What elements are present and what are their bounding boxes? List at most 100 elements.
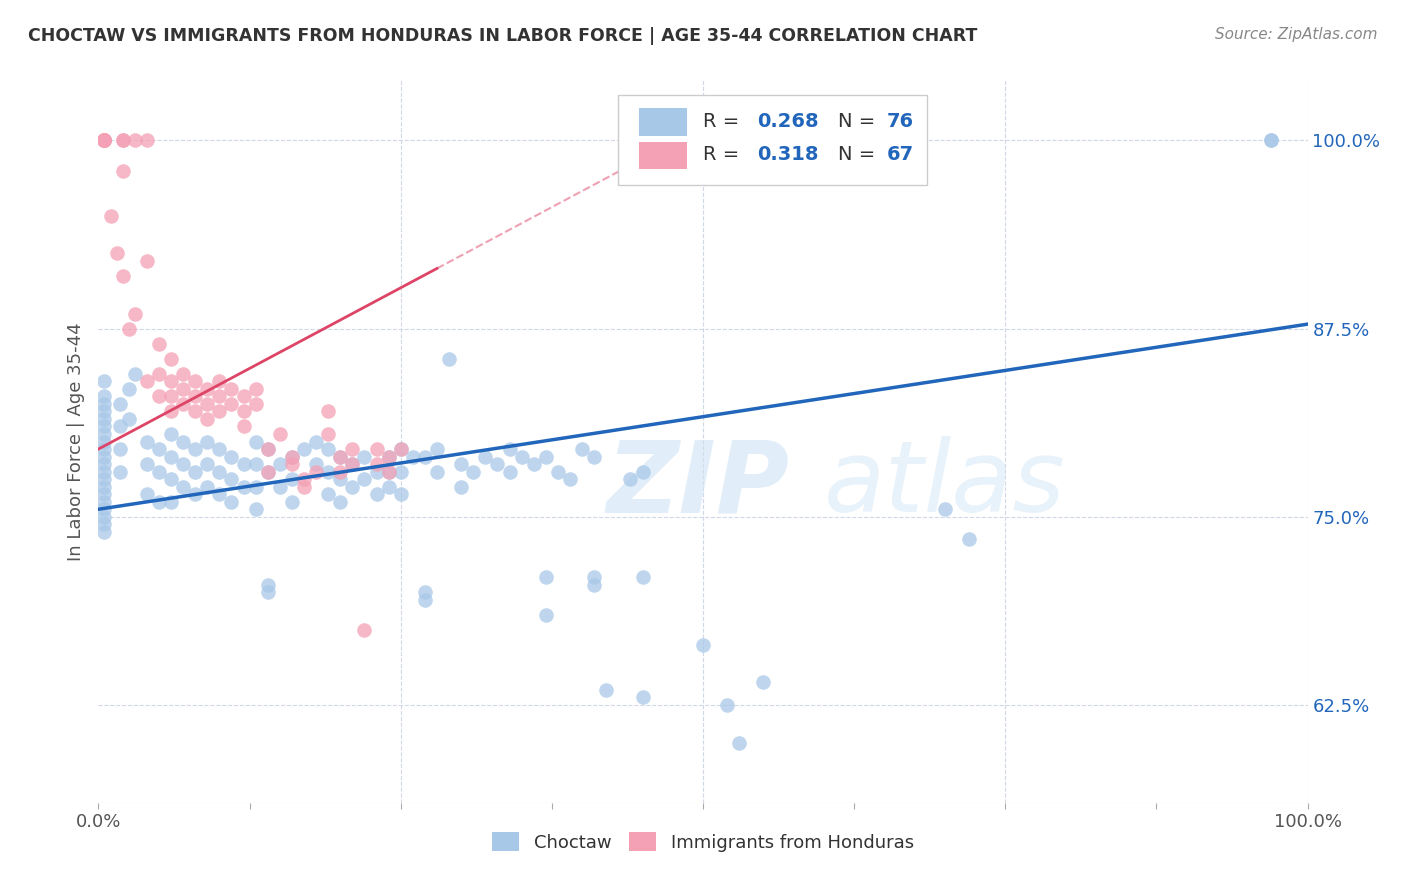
Point [148,442,170,456]
Point [402,450,425,464]
Point [281,457,304,471]
Point [93,465,115,479]
Point [256,577,278,591]
Point [93,517,115,532]
Point [1260,133,1282,147]
Point [510,450,533,464]
Point [245,502,267,516]
Point [195,434,218,449]
Point [160,494,183,508]
Point [100,209,122,223]
Point [108,419,131,434]
Point [195,412,218,426]
Point [413,450,436,464]
Point [93,133,115,147]
Point [692,638,714,652]
Point [377,480,399,494]
Point [377,450,399,464]
Point [316,427,339,442]
Point [93,133,115,147]
Point [342,442,364,456]
Point [450,480,472,494]
Point [619,472,641,486]
Point [148,367,170,381]
Point [329,450,352,464]
Point [245,457,267,471]
Point [108,465,131,479]
Point [256,465,278,479]
Point [93,524,115,539]
Text: 67: 67 [887,145,914,164]
Point [389,487,412,501]
Point [316,487,339,501]
Point [208,442,231,456]
Text: 0.318: 0.318 [758,145,818,164]
Point [118,321,141,335]
Point [583,577,606,591]
Point [221,382,243,396]
Point [160,389,183,403]
Point [389,442,412,456]
Point [208,465,231,479]
Point [716,698,738,712]
Point [413,585,436,599]
Point [728,735,751,749]
Point [93,419,115,434]
Point [93,457,115,471]
Point [172,480,194,494]
Point [342,480,364,494]
Point [256,465,278,479]
Point [232,480,254,494]
Text: R =: R = [703,145,745,164]
Point [389,465,412,479]
Point [124,307,146,321]
Point [934,502,956,516]
Point [124,133,146,147]
Point [135,434,157,449]
Point [208,404,231,418]
Point [486,457,509,471]
Point [105,246,128,260]
Point [135,253,157,268]
Point [184,465,207,479]
Point [93,450,115,464]
FancyBboxPatch shape [638,109,688,136]
Point [305,457,328,471]
Point [558,472,581,486]
Point [571,442,593,456]
Point [353,450,375,464]
Point [256,442,278,456]
Point [221,450,243,464]
Text: N =: N = [838,145,882,164]
Point [172,457,194,471]
Point [1260,133,1282,147]
Point [93,442,115,456]
Text: ZIP: ZIP [606,436,789,533]
Text: 0.268: 0.268 [758,112,820,131]
Point [93,494,115,508]
Point [135,487,157,501]
Point [208,375,231,389]
Point [184,487,207,501]
Point [292,442,315,456]
Point [172,434,194,449]
Point [631,690,654,705]
Point [256,585,278,599]
Point [93,404,115,418]
Point [232,419,254,434]
Point [342,457,364,471]
Point [93,133,115,147]
Point [172,382,194,396]
Point [353,472,375,486]
Point [329,465,352,479]
Point [377,465,399,479]
Point [93,502,115,516]
Point [93,133,115,147]
Point [184,375,207,389]
Point [377,450,399,464]
Point [148,336,170,351]
Point [160,427,183,442]
Point [160,351,183,366]
Point [221,472,243,486]
Point [93,389,115,403]
